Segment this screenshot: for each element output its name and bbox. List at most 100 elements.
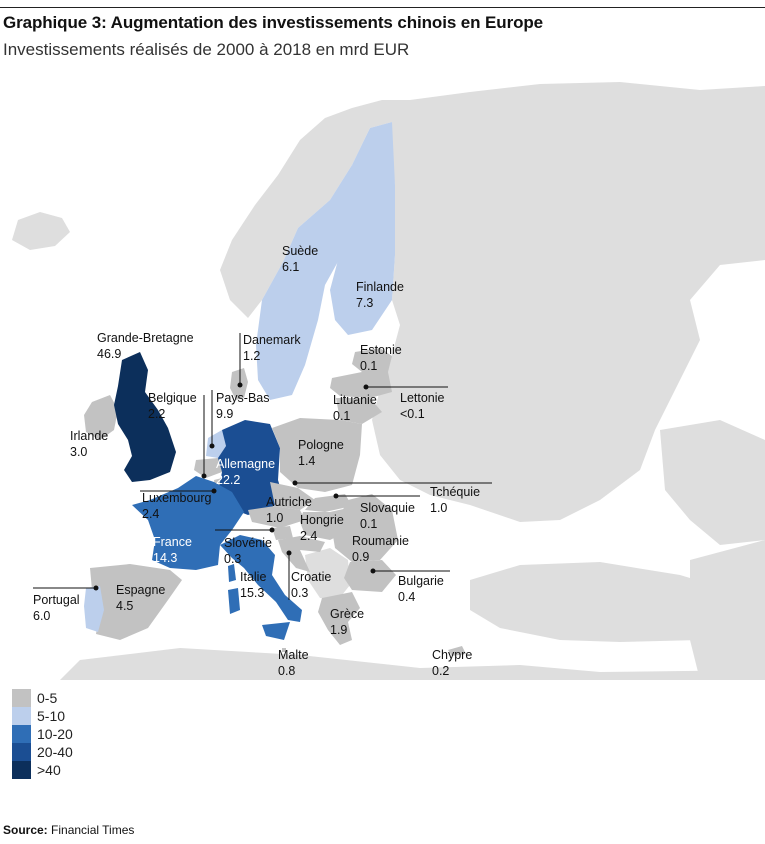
label-finlande-name: Finlande	[356, 280, 404, 294]
label-lituanie-value: 0.1	[333, 409, 350, 423]
label-allemagne-name: Allemagne	[216, 457, 275, 471]
label-lettonie-name: Lettonie	[400, 391, 445, 405]
label-portugal-name: Portugal	[33, 593, 80, 607]
legend-swatch-5-10	[12, 707, 31, 725]
germany-shape	[218, 420, 284, 515]
label-pologne-value: 1.4	[298, 454, 315, 468]
romania-shape	[332, 494, 398, 562]
label-malte-name: Malte	[278, 648, 309, 662]
label-espagne-value: 4.5	[116, 599, 133, 613]
lettonie-dot	[363, 384, 369, 390]
non-eu-land	[12, 82, 765, 680]
caucasus-land	[660, 420, 765, 545]
label-estonie-name: Estonie	[360, 343, 402, 357]
label-luxembourg-name: Luxembourg	[142, 491, 212, 505]
label-slovaquie-name: Slovaquie	[360, 501, 415, 515]
label-slovaquie-value: 0.1	[360, 517, 377, 531]
label-grande-bretagne-name: Grande-Bretagne	[97, 331, 194, 345]
slovaquie-dot	[333, 493, 339, 499]
label-slovenie-value: 0.3	[224, 552, 241, 566]
label-hongrie-value: 2.4	[300, 529, 317, 543]
finland-shape	[330, 122, 395, 335]
label-chypre-value: 0.2	[432, 664, 449, 678]
legend-swatch-40-plus	[12, 761, 31, 779]
slovakia-shape	[305, 494, 352, 512]
label-croatie-value: 0.3	[291, 586, 308, 600]
legend-item: 20-40	[12, 743, 73, 761]
russia-east-land	[372, 82, 765, 522]
label-roumanie-value: 0.9	[352, 550, 369, 564]
legend-item: >40	[12, 761, 73, 779]
slovenia-shape	[272, 526, 293, 540]
lithuania-shape	[336, 398, 382, 424]
bulgarie-dot	[370, 568, 376, 574]
czechia-shape	[270, 482, 315, 510]
legend-label: 20-40	[37, 744, 73, 760]
label-danemark-value: 1.2	[243, 349, 260, 363]
label-belgique-name: Belgique	[148, 391, 197, 405]
label-autriche-value: 1.0	[266, 511, 283, 525]
legend-item: 5-10	[12, 707, 73, 725]
legend-label: >40	[37, 762, 61, 778]
latvia-shape	[330, 372, 392, 398]
label-bulgarie-value: 0.4	[398, 590, 415, 604]
label-grece-value: 1.9	[330, 623, 347, 637]
poland-shape	[272, 418, 362, 492]
spain-shape	[90, 564, 182, 640]
belgique-dot	[201, 473, 207, 479]
legend-label: 0-5	[37, 690, 58, 706]
malta-shape	[282, 648, 286, 652]
label-italie-name: Italie	[240, 570, 266, 584]
sicily-shape	[262, 622, 290, 640]
tcheque-dot	[292, 480, 298, 486]
chart-subtitle: Investissements réalisés de 2000 à 2018 …	[3, 40, 410, 59]
croatie-dot	[286, 550, 292, 556]
label-paysbas-value: 9.9	[216, 407, 233, 421]
label-estonie-value: 0.1	[360, 359, 377, 373]
portugal-shape	[84, 586, 104, 632]
legend-label: 10-20	[37, 726, 73, 742]
estonia-shape	[352, 348, 392, 372]
label-danemark-name: Danemark	[243, 333, 301, 347]
top-rule	[0, 7, 765, 8]
eu-countries	[84, 122, 466, 656]
label-lettonie-value: <0.1	[400, 407, 425, 421]
turkey-land	[470, 562, 740, 642]
chart-title: Graphique 3: Augmentation des investisse…	[3, 13, 544, 32]
legend-item: 0-5	[12, 689, 73, 707]
label-paysbas-name: Pays-Bas	[216, 391, 270, 405]
france-shape	[132, 476, 244, 570]
label-malte-value: 0.8	[278, 664, 295, 678]
label-france-name: France	[153, 535, 192, 549]
belgium-shape	[194, 458, 222, 478]
label-pologne-name: Pologne	[298, 438, 344, 452]
label-portugal-value: 6.0	[33, 609, 50, 623]
label-croatie-name: Croatie	[291, 570, 331, 584]
iceland-land	[12, 212, 70, 250]
croatia-shape	[278, 536, 325, 572]
sweden-shape	[256, 165, 360, 400]
north-africa-land	[60, 648, 765, 680]
legend-swatch-10-20	[12, 725, 31, 743]
uk-shape	[114, 352, 176, 482]
label-hongrie-name: Hongrie	[300, 513, 344, 527]
label-autriche-name: Autriche	[266, 495, 312, 509]
leader-lines	[33, 333, 492, 600]
sardinia-shape	[228, 588, 240, 614]
label-slovenie-name: Slovénie	[224, 536, 272, 550]
label-grece-name: Grèce	[330, 607, 364, 621]
paysbas-dot	[209, 443, 215, 449]
map-legend: 0-5 5-10 10-20 20-40 >40	[12, 689, 73, 779]
italy-shape	[220, 535, 302, 622]
norway-land	[220, 100, 415, 318]
label-lituanie-name: Lituanie	[333, 393, 377, 407]
label-luxembourg-value: 2.4	[142, 507, 159, 521]
source-label: Source:	[3, 823, 48, 837]
greece-shape	[318, 592, 360, 645]
label-irlande-value: 3.0	[70, 445, 87, 459]
country-labels: Grande-Bretagne 46.9 Irlande 3.0 Belgiqu…	[33, 244, 480, 678]
middle-east-land	[690, 540, 765, 680]
label-irlande-name: Irlande	[70, 429, 108, 443]
label-chypre-name: Chypre	[432, 648, 472, 662]
legend-item: 10-20	[12, 725, 73, 743]
